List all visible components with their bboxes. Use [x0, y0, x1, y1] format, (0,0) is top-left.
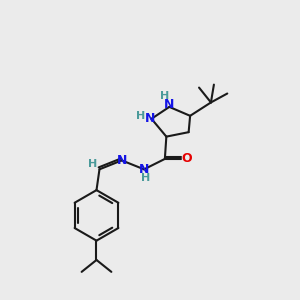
Text: H: H [136, 111, 145, 121]
Text: H: H [88, 159, 98, 169]
Text: N: N [145, 112, 155, 125]
Text: H: H [160, 91, 170, 100]
Text: H: H [141, 172, 150, 183]
Text: N: N [164, 98, 175, 111]
Text: O: O [181, 152, 192, 165]
Text: N: N [139, 163, 149, 176]
Text: N: N [117, 154, 127, 167]
